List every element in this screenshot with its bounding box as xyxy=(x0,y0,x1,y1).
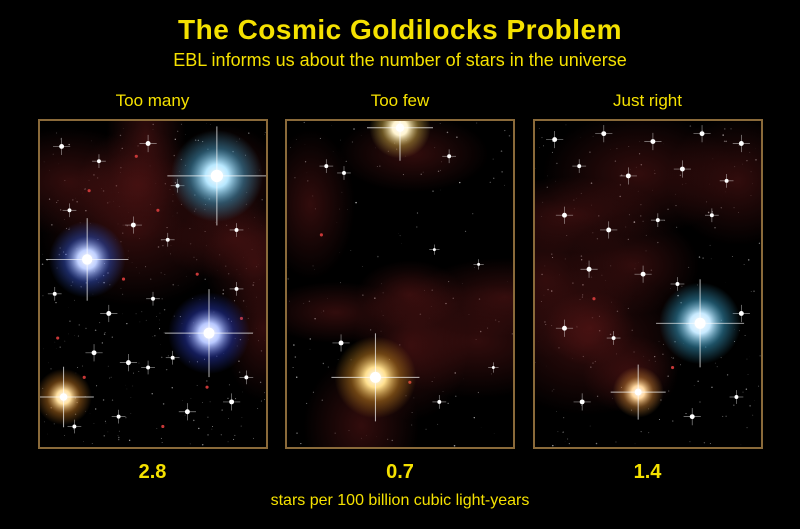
panel-value: 1.4 xyxy=(634,461,662,484)
panel-row: Too many 2.8 Too few 0.7 Just right 1.4 xyxy=(0,91,800,484)
starfield-panel xyxy=(38,119,268,449)
panel-value: 0.7 xyxy=(386,461,414,484)
panel-just-right: Just right 1.4 xyxy=(533,91,763,484)
panel-label: Too many xyxy=(116,91,190,111)
page-subtitle: EBL informs us about the number of stars… xyxy=(0,50,800,71)
axis-label: stars per 100 billion cubic light-years xyxy=(0,492,800,510)
panel-too-few: Too few 0.7 xyxy=(285,91,515,484)
panel-label: Just right xyxy=(613,91,682,111)
starfield-panel xyxy=(533,119,763,449)
page-title: The Cosmic Goldilocks Problem xyxy=(0,0,800,46)
starfield-panel xyxy=(285,119,515,449)
panel-label: Too few xyxy=(371,91,430,111)
panel-too-many: Too many 2.8 xyxy=(38,91,268,484)
panel-value: 2.8 xyxy=(139,461,167,484)
